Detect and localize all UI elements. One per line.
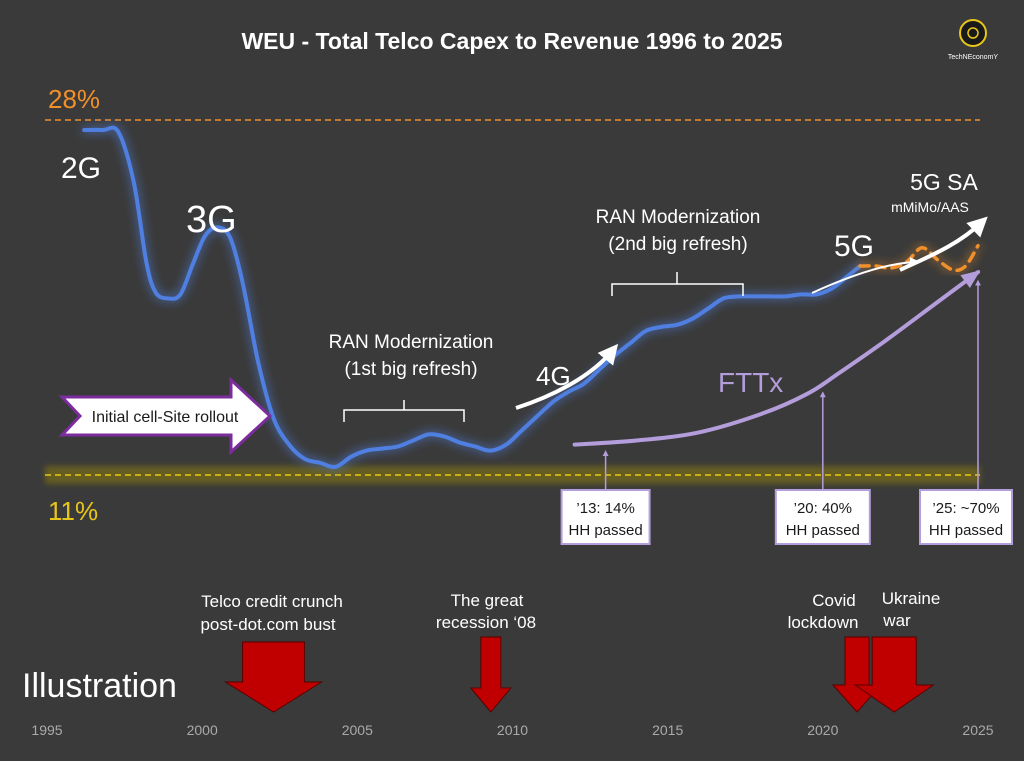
ran-refresh-1-title: RAN Modernization [329, 332, 494, 353]
event-ukraine-line1: Ukraine [882, 589, 941, 608]
event-great-recession: The great recession ‘08 [436, 591, 536, 713]
ran-refresh-2-title: RAN Modernization [596, 207, 761, 228]
x-tick-label: 2005 [342, 722, 373, 738]
milestone-2020: ’20: 40% HH passed [774, 391, 871, 545]
x-tick-label: 2010 [497, 722, 528, 738]
event-credit-crunch-line2: post-dot.com bust [200, 615, 335, 634]
4g-trend-arrow [515, 343, 619, 410]
x-tick-label: 2015 [652, 722, 683, 738]
x-tick-label: 2020 [807, 722, 838, 738]
label-mmimo: mMiMo/AAS [891, 199, 969, 215]
5g-sa-trend-arrow [899, 216, 988, 272]
ran-refresh-2-sub: (2nd big refresh) [608, 234, 747, 255]
label-3g: 3G [186, 199, 237, 241]
x-tick-label: 2000 [187, 722, 218, 738]
fttx-arrowhead [960, 270, 981, 288]
event-ukraine-arrow [853, 636, 935, 713]
ref-label-11: 11% [48, 496, 98, 526]
5g-trend-arrow [811, 257, 920, 294]
label-5g-sa: 5G SA [910, 169, 978, 195]
ref-label-28: 28% [48, 84, 100, 114]
milestone-2013-caption: HH passed [568, 522, 642, 539]
initial-rollout-arrow: Initial cell-Site rollout [58, 376, 273, 456]
milestone-2020-caption: HH passed [786, 522, 860, 539]
event-covid-line2: lockdown [788, 613, 859, 632]
event-recession-line1: The great [451, 591, 524, 610]
x-tick-label: 2025 [962, 722, 993, 738]
milestone-2013-box [560, 489, 651, 545]
fttx-line [572, 270, 980, 447]
event-covid-line1: Covid [812, 591, 855, 610]
milestone-2013: ’13: 14% HH passed [560, 450, 651, 545]
5g-dashed-line [858, 243, 980, 273]
ran-refresh-1-sub: (1st big refresh) [344, 359, 477, 380]
milestone-2025-value: ’25: ~70% [932, 500, 999, 517]
chart-title: WEU - Total Telco Capex to Revenue 1996 … [241, 28, 782, 54]
fttx-label: FTTx [718, 367, 783, 398]
label-2g: 2G [61, 152, 101, 185]
event-credit-crunch-line1: Telco credit crunch [201, 592, 343, 611]
ran-refresh-2: RAN Modernization (2nd big refresh) [596, 207, 761, 296]
x-tick-label: 1995 [31, 722, 62, 738]
logo-text: TechNEconomY [948, 54, 999, 61]
event-recession-line2: recession ‘08 [436, 613, 536, 632]
ran-refresh-2-brace [611, 272, 744, 296]
event-credit-crunch-arrow [223, 641, 324, 713]
x-axis: 1995 2000 2005 2010 2015 2020 2025 [31, 722, 993, 738]
milestone-2025: ’25: ~70% HH passed [919, 279, 1013, 545]
milestone-2025-caption: HH passed [929, 522, 1003, 539]
event-ukraine: Ukraine war [853, 589, 941, 713]
milestone-2020-value: ’20: 40% [794, 500, 852, 517]
milestone-2025-box [919, 489, 1013, 545]
event-recession-arrow [469, 636, 512, 713]
label-5g: 5G [834, 230, 874, 263]
event-ukraine-line2: war [882, 611, 911, 630]
illustration-watermark: Illustration [22, 667, 177, 705]
brand-logo: TechNEconomY [948, 19, 999, 61]
milestone-2020-box [774, 489, 871, 545]
ran-refresh-1-brace [343, 400, 465, 422]
fttx-milestones: ’13: 14% HH passed ’20: 40% HH passed ’2… [560, 279, 1013, 545]
milestone-2013-value: ’13: 14% [576, 500, 634, 517]
ref-band-11 [45, 466, 980, 484]
initial-rollout-label: Initial cell-Site rollout [92, 409, 239, 426]
event-credit-crunch: Telco credit crunch post-dot.com bust [200, 592, 343, 713]
event-covid: Covid lockdown [788, 591, 883, 713]
ran-refresh-1: RAN Modernization (1st big refresh) [329, 332, 494, 422]
capex-line [82, 125, 863, 470]
